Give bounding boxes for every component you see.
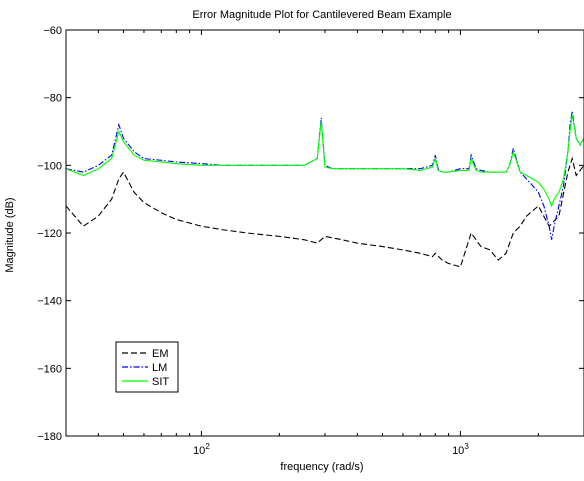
y-tick-label: −180 bbox=[37, 431, 62, 443]
y-tick-label: −80 bbox=[43, 93, 62, 105]
y-axis-label: Magnitude (dB) bbox=[4, 197, 16, 272]
chart-title: Error Magnitude Plot for Cantilevered Be… bbox=[192, 9, 451, 21]
y-tick-label: −160 bbox=[37, 363, 62, 375]
y-tick-label: −140 bbox=[37, 296, 62, 308]
x-tick-label: 102 bbox=[193, 442, 210, 457]
series-line-lm bbox=[65, 111, 584, 240]
series-line-sit bbox=[65, 114, 584, 208]
x-axis-label: frequency (rad/s) bbox=[280, 461, 363, 473]
series-line-em bbox=[65, 156, 584, 268]
y-tick-label: −120 bbox=[37, 228, 62, 240]
legend-label-lm: LM bbox=[152, 362, 167, 374]
y-tick-label: −100 bbox=[37, 160, 62, 172]
series-layer bbox=[65, 111, 584, 268]
y-tick-label: −60 bbox=[43, 25, 62, 37]
legend-label-em: EM bbox=[152, 348, 169, 360]
x-tick-label: 103 bbox=[452, 442, 469, 457]
legend: EM LM SIT bbox=[115, 341, 179, 393]
legend-label-sit: SIT bbox=[152, 376, 169, 388]
tick-layer: −180 −160 −140 −120 −100 −80 −60 102 103 bbox=[37, 25, 584, 457]
